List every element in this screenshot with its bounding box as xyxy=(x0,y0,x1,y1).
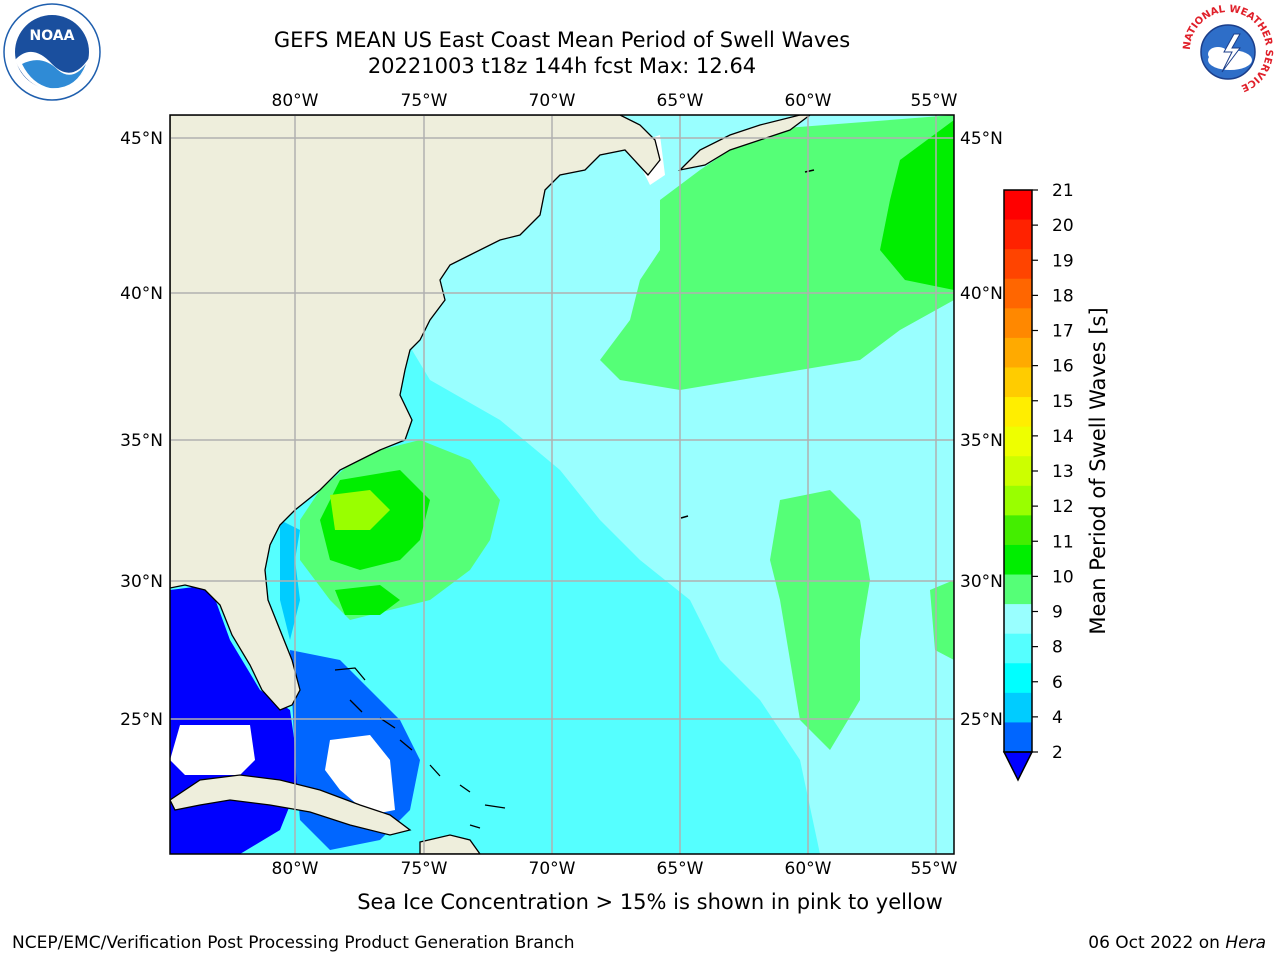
colorbar-swatch xyxy=(1004,190,1032,221)
colorbar-swatch xyxy=(1004,426,1032,457)
colorbar-tick-label: 16 xyxy=(1052,357,1074,377)
noaa-logo: NOAA xyxy=(3,3,101,101)
land-sable-island xyxy=(804,169,815,173)
colorbar-tick-label: 18 xyxy=(1052,286,1074,306)
land-cuba xyxy=(170,774,412,836)
lat-label-left: 35°N xyxy=(120,431,163,451)
colorbar-swatch xyxy=(1004,337,1032,368)
chart-title: GEFS MEAN US East Coast Mean Period of S… xyxy=(273,28,851,52)
lat-label-left: 40°N xyxy=(120,284,163,304)
map-area xyxy=(170,115,954,854)
nws-logo: NATIONAL WEATHER SERVICE xyxy=(1180,2,1276,98)
producer-credit: NCEP/EMC/Verification Post Processing Pr… xyxy=(12,933,575,953)
svg-text:NOAA: NOAA xyxy=(30,28,75,44)
lon-label-bottom: 80°W xyxy=(272,859,319,879)
swell-region-9-10-central xyxy=(770,490,870,750)
colorbar-under-arrow xyxy=(1002,751,1034,782)
colorbar-swatch xyxy=(1004,692,1032,723)
lat-label-right: 35°N xyxy=(960,431,1003,451)
colorbar-swatch xyxy=(1004,574,1032,605)
lon-label-top: 60°W xyxy=(785,91,832,111)
lat-label-right: 40°N xyxy=(960,284,1003,304)
lon-label-top: 70°W xyxy=(529,91,576,111)
lon-label-bottom: 55°W xyxy=(911,859,958,879)
colorbar-swatch xyxy=(1004,367,1032,398)
colorbar-tick-label: 2 xyxy=(1052,743,1063,763)
lat-label-left: 25°N xyxy=(120,710,163,730)
lon-label-bottom: 75°W xyxy=(401,859,448,879)
lat-label-left: 45°N xyxy=(120,129,163,149)
land-nova-scotia xyxy=(678,115,812,172)
map-frame xyxy=(169,114,955,855)
colorbar-tick-label: 15 xyxy=(1052,392,1074,412)
colorbar-swatch xyxy=(1004,308,1032,339)
colorbar-tick-label: 21 xyxy=(1052,181,1074,201)
colorbar-swatch xyxy=(1004,515,1032,546)
swell-region-10-11-patch xyxy=(335,585,400,615)
colorbar-tick-label: 10 xyxy=(1052,567,1074,587)
colorbar-swatch xyxy=(1004,633,1032,664)
swell-region-12-13-carolina xyxy=(330,490,390,530)
colorbar-tick-label: 11 xyxy=(1052,532,1074,552)
lat-label-right: 30°N xyxy=(960,572,1003,592)
land-bermuda xyxy=(680,515,689,519)
colorbar-tick-label: 9 xyxy=(1052,603,1063,623)
no-data-area xyxy=(170,725,255,775)
land-north-america xyxy=(170,115,661,711)
colorbar-swatch xyxy=(1004,219,1032,250)
land-bahamas xyxy=(334,667,506,829)
colorbar-tick-label: 4 xyxy=(1052,708,1063,728)
colorbar-tick-label: 20 xyxy=(1052,216,1074,236)
graticule xyxy=(170,115,954,854)
colorbar-tick-label: 19 xyxy=(1052,251,1074,271)
lat-label-left: 30°N xyxy=(120,572,163,592)
lon-label-top: 80°W xyxy=(272,91,319,111)
lon-label-bottom: 70°W xyxy=(529,859,576,879)
colorbar-swatch xyxy=(1004,722,1032,753)
colorbar-swatch xyxy=(1004,485,1032,516)
date-text: 06 Oct 2022 on xyxy=(1088,933,1226,953)
colorbar-tick-label: 8 xyxy=(1052,638,1063,658)
lon-label-bottom: 65°W xyxy=(657,859,704,879)
colorbar-swatch xyxy=(1004,397,1032,428)
colorbar-tick-label: 14 xyxy=(1052,427,1074,447)
colorbar-swatch xyxy=(1004,249,1032,280)
lon-label-top: 75°W xyxy=(401,91,448,111)
sea-ice-note: Sea Ice Concentration > 15% is shown in … xyxy=(357,890,943,914)
colorbar-swatch xyxy=(1004,604,1032,635)
colorbar-tick-label: 12 xyxy=(1052,497,1074,517)
colorbar-swatch xyxy=(1004,544,1032,576)
colorbar-tick-label: 6 xyxy=(1052,673,1063,693)
colorbar-swatch xyxy=(1004,456,1032,487)
lon-label-top: 65°W xyxy=(657,91,704,111)
chart-subtitle: 20221003 t18z 144h fcst Max: 12.64 xyxy=(367,54,757,78)
colorbar: 21 20 19 18 17 16 15 14 13 12 11 10 9 8 6 4 2 xyxy=(1002,181,1074,782)
swell-region-9-10-north xyxy=(600,115,954,390)
colorbar-tick-label: 13 xyxy=(1052,462,1074,482)
lon-label-bottom: 60°W xyxy=(785,859,832,879)
colorbar-swatch xyxy=(1004,663,1032,694)
colorbar-label: Mean Period of Swell Waves [s] xyxy=(1086,307,1110,634)
lon-label-top: 55°W xyxy=(911,91,958,111)
colorbar-swatch xyxy=(1004,278,1032,309)
run-date: 06 Oct 2022 on Hera xyxy=(1088,933,1266,953)
lat-label-right: 45°N xyxy=(960,129,1003,149)
host-name: Hera xyxy=(1225,933,1266,953)
lat-label-right: 25°N xyxy=(960,710,1003,730)
land-hispaniola xyxy=(419,834,481,854)
colorbar-tick-label: 17 xyxy=(1052,322,1074,342)
no-data-area-2 xyxy=(325,735,395,815)
